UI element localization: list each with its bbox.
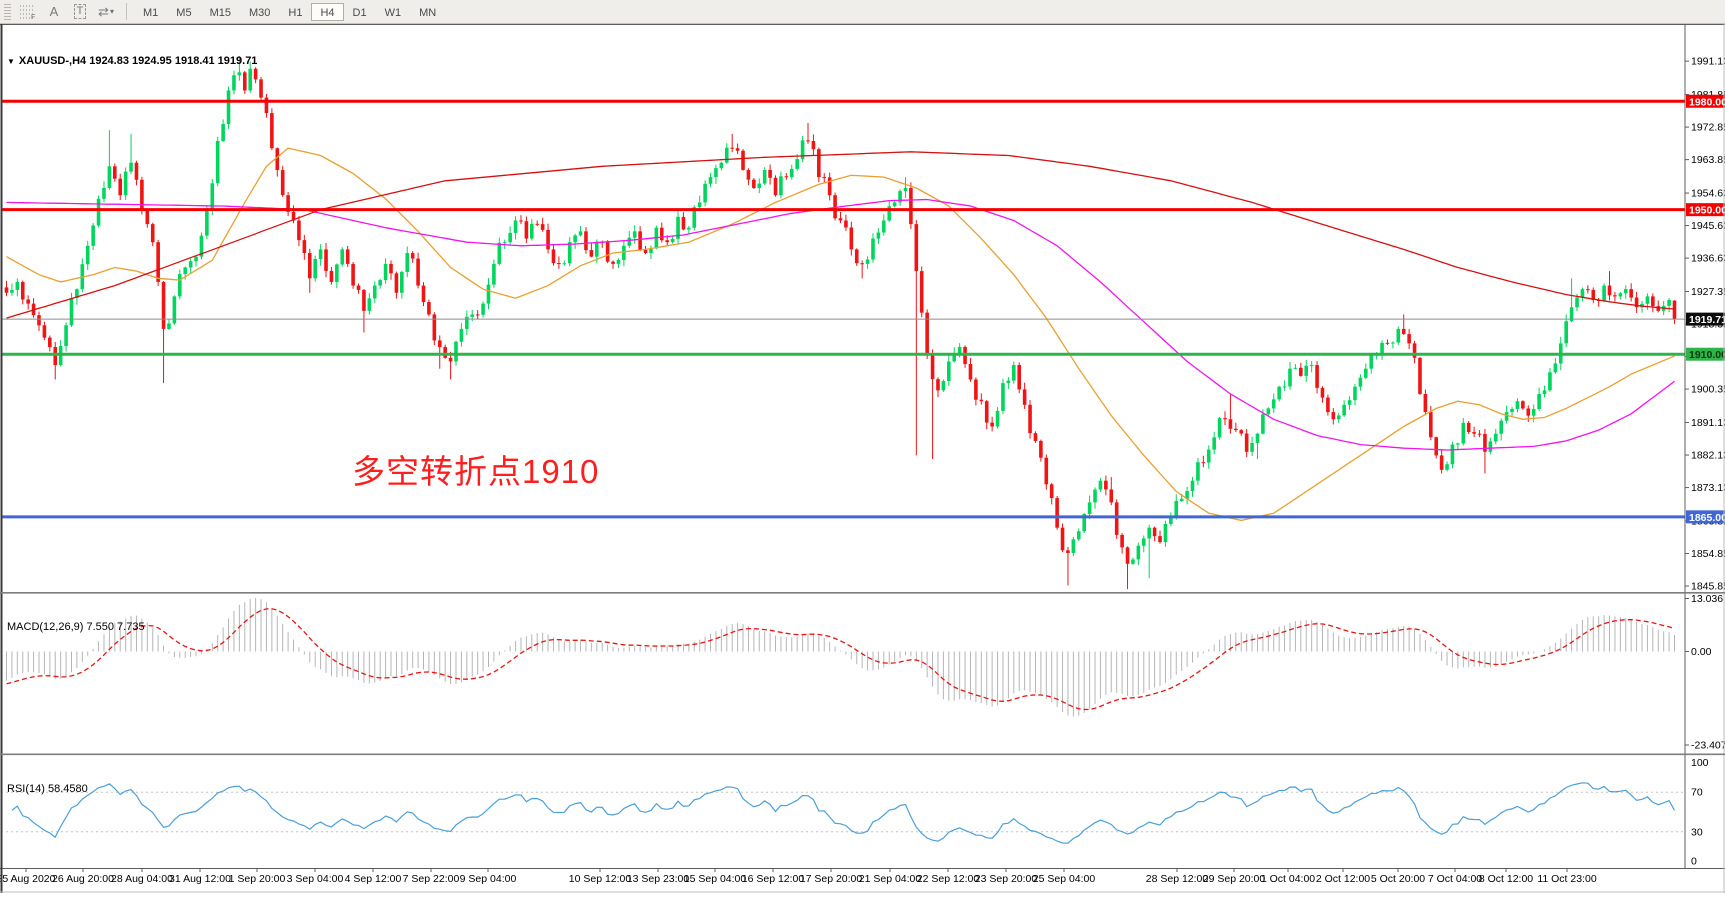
svg-text:0.00: 0.00 xyxy=(1691,646,1712,658)
svg-text:1865.00: 1865.00 xyxy=(1689,512,1725,524)
svg-text:1972.85: 1972.85 xyxy=(1691,122,1725,134)
chart-canvas[interactable]: 1991.101981.851972.851963.851954.601945.… xyxy=(0,24,1725,893)
toolbar-separator xyxy=(126,3,127,20)
text-label-glyph: A xyxy=(50,4,59,19)
svg-text:28 Sep 12:00: 28 Sep 12:00 xyxy=(1146,873,1209,885)
svg-text:1954.60: 1954.60 xyxy=(1691,188,1725,200)
svg-text:1963.85: 1963.85 xyxy=(1691,154,1725,166)
svg-text:21 Sep 04:00: 21 Sep 04:00 xyxy=(859,873,922,885)
svg-text:3 Sep 04:00: 3 Sep 04:00 xyxy=(287,873,344,885)
svg-text:17 Sep 20:00: 17 Sep 20:00 xyxy=(800,873,863,885)
svg-text:1919.71: 1919.71 xyxy=(1689,314,1725,326)
timeframe-button-m1[interactable]: M1 xyxy=(134,3,167,21)
svg-text:1845.85: 1845.85 xyxy=(1691,581,1725,593)
svg-text:1882.10: 1882.10 xyxy=(1691,450,1725,462)
timeframe-button-h4[interactable]: H4 xyxy=(311,3,343,21)
chart-title[interactable]: ▼ XAUUSD-,H4 1924.83 1924.95 1918.41 1919… xyxy=(7,55,257,67)
svg-text:1991.10: 1991.10 xyxy=(1691,56,1725,68)
svg-text:16 Sep 12:00: 16 Sep 12:00 xyxy=(742,873,805,885)
svg-text:22 Sep 12:00: 22 Sep 12:00 xyxy=(917,873,980,885)
timeframe-button-m15[interactable]: M15 xyxy=(201,3,240,21)
svg-text:1 Sep 20:00: 1 Sep 20:00 xyxy=(229,873,286,885)
svg-text:2 Oct 12:00: 2 Oct 12:00 xyxy=(1316,873,1370,885)
svg-text:25 Sep 04:00: 25 Sep 04:00 xyxy=(1033,873,1096,885)
svg-text:31 Aug 12:00: 31 Aug 12:00 xyxy=(169,873,231,885)
svg-text:100: 100 xyxy=(1691,757,1709,769)
svg-text:23 Sep 20:00: 23 Sep 20:00 xyxy=(975,873,1038,885)
svg-text:0: 0 xyxy=(1691,856,1697,868)
text-box-glyph: T xyxy=(74,4,87,19)
svg-text:F: F xyxy=(31,14,35,20)
svg-text:7 Sep 22:00: 7 Sep 22:00 xyxy=(403,873,460,885)
svg-text:25 Aug 2020: 25 Aug 2020 xyxy=(0,873,56,885)
svg-text:1 Oct 04:00: 1 Oct 04:00 xyxy=(1261,873,1315,885)
annotation-text: 多空转折点1910 xyxy=(352,445,599,493)
svg-text:1945.60: 1945.60 xyxy=(1691,220,1725,232)
chart-area: 1991.101981.851972.851963.851954.601945.… xyxy=(0,24,1725,893)
svg-text:1950.00: 1950.00 xyxy=(1689,205,1725,217)
text-box-icon[interactable]: T xyxy=(68,2,92,22)
macd-indicator-label: MACD(12,26,9) 7.550 7.735 xyxy=(7,621,145,633)
svg-text:10 Sep 12:00: 10 Sep 12:00 xyxy=(569,873,632,885)
line-studies-icon[interactable]: F xyxy=(16,2,40,22)
svg-text:13 Sep 23:00: 13 Sep 23:00 xyxy=(627,873,690,885)
svg-text:70: 70 xyxy=(1691,787,1703,799)
svg-text:15 Sep 04:00: 15 Sep 04:00 xyxy=(684,873,747,885)
timeframe-button-m30[interactable]: M30 xyxy=(240,3,279,21)
svg-text:1980.00: 1980.00 xyxy=(1689,96,1725,108)
svg-text:11 Oct 23:00: 11 Oct 23:00 xyxy=(1537,873,1597,885)
chevron-down-icon[interactable]: ▾ xyxy=(110,7,114,16)
svg-text:1873.10: 1873.10 xyxy=(1691,482,1725,494)
text-label-icon[interactable]: A xyxy=(42,2,66,22)
svg-text:13.036: 13.036 xyxy=(1691,593,1723,605)
svg-text:1927.35: 1927.35 xyxy=(1691,286,1725,298)
svg-text:1900.35: 1900.35 xyxy=(1691,384,1725,396)
svg-text:1936.60: 1936.60 xyxy=(1691,253,1725,265)
svg-text:1891.10: 1891.10 xyxy=(1691,417,1725,429)
title-text: XAUUSD-,H4 1924.83 1924.95 1918.41 1919.… xyxy=(19,55,258,67)
svg-text:5 Oct 20:00: 5 Oct 20:00 xyxy=(1371,873,1425,885)
svg-text:9 Sep 04:00: 9 Sep 04:00 xyxy=(460,873,517,885)
toolbar-grip[interactable] xyxy=(4,4,11,20)
grid-f-glyph: F xyxy=(19,4,37,20)
rsi-indicator-label: RSI(14) 58.4580 xyxy=(7,783,88,795)
svg-text:28 Aug 04:00: 28 Aug 04:00 xyxy=(111,873,173,885)
svg-text:26 Aug 20:00: 26 Aug 20:00 xyxy=(52,873,114,885)
arrows-icon[interactable]: ⇄ ▾ xyxy=(94,2,118,22)
svg-text:30: 30 xyxy=(1691,827,1703,839)
timeframe-button-m5[interactable]: M5 xyxy=(167,3,200,21)
svg-text:29 Sep 20:00: 29 Sep 20:00 xyxy=(1203,873,1266,885)
timeframe-button-w1[interactable]: W1 xyxy=(376,3,411,21)
timeframe-button-d1[interactable]: D1 xyxy=(344,3,376,21)
svg-text:4 Sep 12:00: 4 Sep 12:00 xyxy=(345,873,402,885)
timeframe-button-mn[interactable]: MN xyxy=(410,3,445,21)
svg-text:7 Oct 04:00: 7 Oct 04:00 xyxy=(1428,873,1482,885)
symbol-dropdown-icon[interactable]: ▼ xyxy=(7,57,15,66)
svg-text:1854.85: 1854.85 xyxy=(1691,548,1725,560)
svg-text:8 Oct 12:00: 8 Oct 12:00 xyxy=(1479,873,1533,885)
timeframe-button-h1[interactable]: H1 xyxy=(279,3,311,21)
arrows-glyph: ⇄ xyxy=(98,4,109,20)
svg-text:1910.00: 1910.00 xyxy=(1689,349,1725,361)
svg-text:-23.407: -23.407 xyxy=(1691,740,1725,752)
